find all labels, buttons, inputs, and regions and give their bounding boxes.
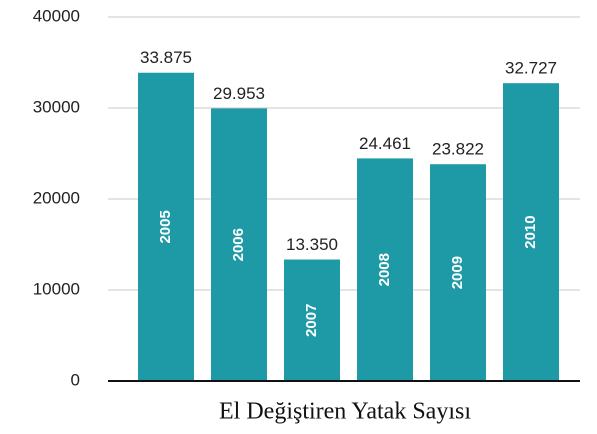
bar (430, 164, 486, 381)
y-tick-label: 30000 (33, 97, 80, 116)
bar (211, 108, 267, 381)
x-tick-label: 2008 (376, 253, 393, 286)
value-label: 23.822 (432, 140, 484, 159)
value-label: 29.953 (213, 84, 265, 103)
value-label: 24.461 (359, 134, 411, 153)
bar (284, 259, 340, 381)
y-tick-label: 40000 (33, 6, 80, 25)
y-tick-label: 0 (71, 370, 80, 389)
x-tick-label: 2005 (157, 210, 174, 243)
y-tick-label: 20000 (33, 188, 80, 207)
x-tick-label: 2006 (230, 228, 247, 261)
bar (357, 158, 413, 381)
bar (138, 72, 194, 382)
x-tick-label: 2007 (303, 304, 320, 337)
x-tick-label: 2010 (522, 215, 539, 248)
bar (503, 83, 559, 382)
x-tick-label: 2009 (449, 256, 466, 289)
y-tick-label: 10000 (33, 279, 80, 298)
chart-title: El Değiştiren Yatak Sayısı (219, 399, 471, 425)
value-label: 32.727 (505, 59, 557, 78)
value-label: 33.875 (140, 48, 192, 67)
value-label: 13.350 (286, 235, 338, 254)
